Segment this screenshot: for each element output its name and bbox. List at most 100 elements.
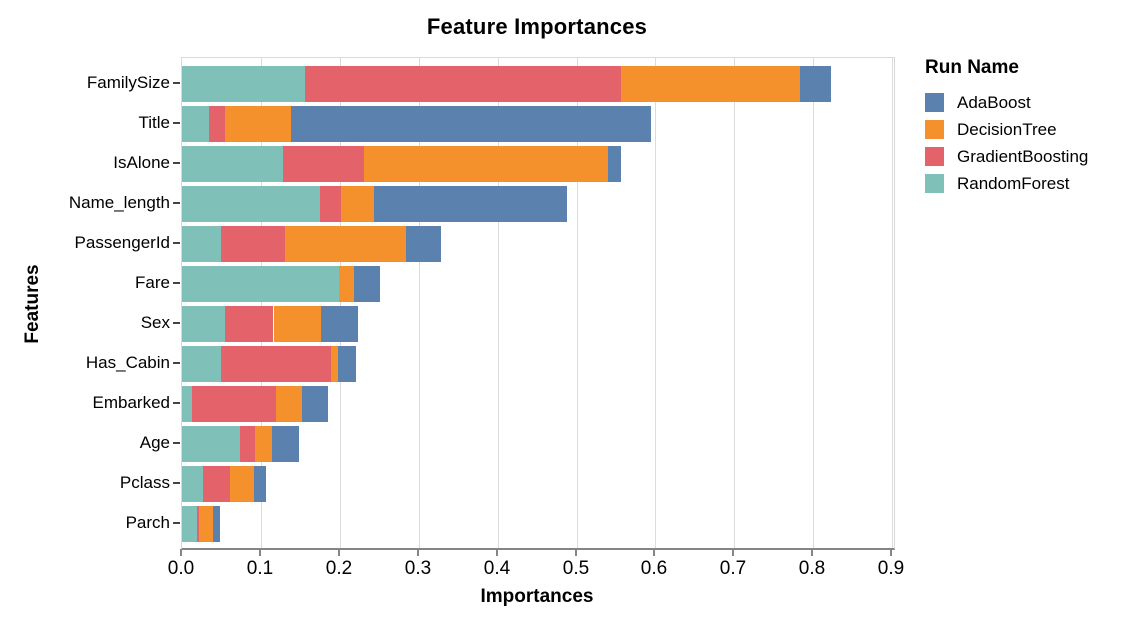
- bar-segment-adaboost: [271, 426, 300, 462]
- legend-entry-gradientboosting: GradientBoosting: [925, 143, 1088, 170]
- legend-entry-decisiontree: DecisionTree: [925, 116, 1088, 143]
- bar-row-passengerid: [182, 226, 894, 262]
- bar-segment-adaboost: [301, 386, 328, 422]
- y-axis-title: Features: [22, 264, 43, 344]
- x-tick-label: 0.7: [719, 558, 747, 579]
- y-tick-label: Embarked: [92, 393, 170, 412]
- bar-row-embarked: [182, 386, 894, 422]
- gridline: [892, 58, 893, 548]
- y-tick-label: IsAlone: [113, 153, 170, 172]
- legend-entry-randomforest: RandomForest: [925, 170, 1088, 197]
- y-tick-label: FamilySize: [86, 73, 170, 92]
- bar-segment-gradientboosting: [224, 306, 274, 342]
- gridline: [340, 58, 341, 548]
- y-tick-label: Parch: [125, 513, 170, 532]
- y-tick-mark: [173, 202, 180, 204]
- bar-segment-decisiontree: [340, 186, 374, 222]
- x-tick-label: 0.2: [325, 558, 353, 579]
- y-tick-label: PassengerId: [74, 233, 170, 252]
- x-tick-label: 0.4: [483, 558, 511, 579]
- bar-row-parch: [182, 506, 894, 542]
- bar-row-age: [182, 426, 894, 462]
- chart-title: Feature Importances: [426, 14, 648, 39]
- bar-segment-randomforest: [182, 186, 321, 222]
- bar-segment-randomforest: [182, 146, 283, 182]
- bar-segment-randomforest: [182, 226, 221, 262]
- bar-segment-randomforest: [182, 386, 192, 422]
- x-tick-mark: [575, 549, 577, 556]
- gridline: [577, 58, 578, 548]
- bar-segment-decisiontree: [284, 226, 407, 262]
- bar-segment-adaboost: [373, 186, 567, 222]
- bar-segment-gradientboosting: [305, 66, 621, 102]
- y-tick-label: Has_Cabin: [85, 353, 170, 372]
- bar-segment-decisiontree: [225, 106, 291, 142]
- y-tick-mark: [173, 482, 180, 484]
- bar-segment-decisiontree: [339, 266, 354, 302]
- legend-swatch: [925, 147, 944, 166]
- bar-row-familysize: [182, 66, 894, 102]
- x-tick-mark: [338, 549, 340, 556]
- legend-label: RandomForest: [957, 173, 1070, 193]
- bar-segment-gradientboosting: [197, 506, 200, 542]
- y-tick-mark: [173, 242, 180, 244]
- legend-label: DecisionTree: [957, 119, 1057, 139]
- bar-segment-randomforest: [182, 66, 306, 102]
- x-tick-mark: [496, 549, 498, 556]
- x-tick-label: 0.3: [404, 558, 432, 579]
- bar-segment-decisiontree: [273, 306, 321, 342]
- legend-title: Run Name: [925, 57, 1019, 78]
- bar-segment-decisiontree: [255, 426, 272, 462]
- bar-segment-gradientboosting: [203, 466, 231, 502]
- y-tick-label: Age: [139, 433, 170, 452]
- x-tick-mark: [417, 549, 419, 556]
- gridline: [498, 58, 499, 548]
- x-tick-mark: [890, 549, 892, 556]
- bar-row-fare: [182, 266, 894, 302]
- bar-segment-gradientboosting: [191, 386, 276, 422]
- x-tick-mark: [732, 549, 734, 556]
- bar-segment-adaboost: [253, 466, 267, 502]
- plot-area: [181, 57, 895, 550]
- bar-segment-adaboost: [354, 266, 380, 302]
- bar-segment-gradientboosting: [320, 186, 341, 222]
- bar-segment-randomforest: [182, 106, 209, 142]
- bar-segment-decisiontree: [199, 506, 213, 542]
- bar-segment-adaboost: [406, 226, 441, 262]
- y-tick-mark: [173, 162, 180, 164]
- gridline: [419, 58, 420, 548]
- bar-segment-decisiontree: [363, 146, 609, 182]
- x-tick-label: 0.6: [640, 558, 668, 579]
- x-axis-title: Importances: [480, 586, 594, 607]
- x-tick-mark: [811, 549, 813, 556]
- gridline: [261, 58, 262, 548]
- bar-row-title: [182, 106, 894, 142]
- bar-segment-randomforest: [182, 346, 221, 382]
- y-tick-label: Name_length: [68, 193, 170, 212]
- y-tick-label: Pclass: [119, 473, 170, 492]
- x-tick-mark: [259, 549, 261, 556]
- bar-row-has_cabin: [182, 346, 894, 382]
- legend: Run Name AdaBoost DecisionTree GradientBoo…: [925, 57, 1088, 197]
- x-tick-label: 0.0: [167, 558, 195, 579]
- legend-swatch: [925, 174, 944, 193]
- bar-segment-adaboost: [799, 66, 831, 102]
- bar-segment-decisiontree: [275, 386, 302, 422]
- bar-row-name_length: [182, 186, 894, 222]
- bar-segment-adaboost: [212, 506, 220, 542]
- x-tick-label: 0.9: [877, 558, 905, 579]
- bar-row-sex: [182, 306, 894, 342]
- bar-segment-randomforest: [182, 266, 339, 302]
- y-tick-label: Sex: [140, 313, 170, 332]
- bar-row-pclass: [182, 466, 894, 502]
- legend-label: AdaBoost: [957, 92, 1031, 112]
- bar-segment-randomforest: [182, 306, 225, 342]
- y-tick-mark: [173, 522, 180, 524]
- bar-segment-adaboost: [608, 146, 622, 182]
- y-tick-label: Fare: [135, 273, 170, 292]
- gridline: [813, 58, 814, 548]
- bar-segment-decisiontree: [331, 346, 339, 382]
- bar-segment-gradientboosting: [283, 146, 364, 182]
- y-tick-mark: [173, 282, 180, 284]
